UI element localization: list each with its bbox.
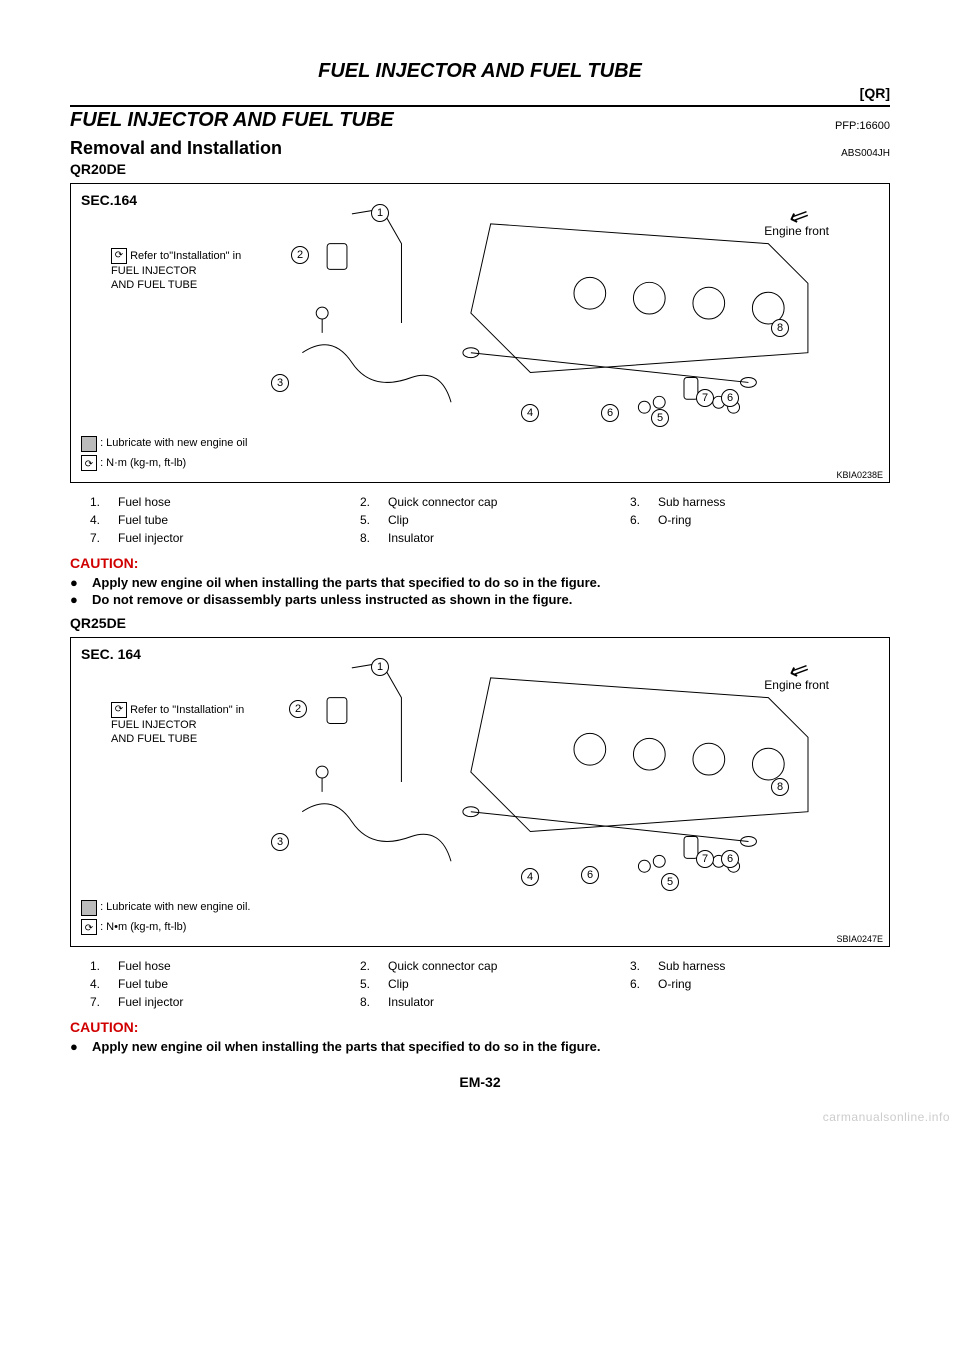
qr-tag: [QR]	[70, 85, 890, 101]
part-label: Insulator	[388, 995, 434, 1009]
callout-6b: 6	[721, 850, 739, 868]
callout-6b: 6	[721, 389, 739, 407]
part-label: Fuel hose	[118, 959, 171, 973]
figure-code-1: KBIA0238E	[836, 470, 883, 480]
list-item: 4.Fuel tube	[90, 513, 330, 527]
list-item: 6.O-ring	[630, 513, 870, 527]
torque-icon: ⟳	[111, 248, 127, 264]
list-item: 7.Fuel injector	[90, 995, 330, 1009]
list-item: 8.Insulator	[360, 531, 600, 545]
list-item: 5.Clip	[360, 977, 600, 991]
pfp-code: PFP:16600	[835, 120, 890, 132]
list-item: 8.Insulator	[360, 995, 600, 1009]
callout-8: 8	[771, 319, 789, 337]
lub-text-1: : Lubricate with new engine oil	[100, 437, 247, 449]
bullet-text: Apply new engine oil when installing the…	[92, 1039, 601, 1054]
callout-5: 5	[651, 409, 669, 427]
list-item: 7.Fuel injector	[90, 531, 330, 545]
callout-5: 5	[661, 873, 679, 891]
divider	[70, 105, 890, 107]
ref-text-2: AND FUEL TUBE	[111, 733, 197, 745]
figure-legend-2: : Lubricate with new engine oil. ⟳ : N•m…	[81, 898, 251, 938]
torque-icon: ⟳	[81, 455, 97, 471]
list-item: 4.Fuel tube	[90, 977, 330, 991]
lubricate-icon	[81, 900, 97, 916]
callout-2: 2	[291, 246, 309, 264]
page-number: EM-32	[70, 1074, 890, 1090]
torque-text-2: : N•m (kg-m, ft-lb)	[100, 921, 186, 933]
part-label: Quick connector cap	[388, 495, 497, 509]
lubricate-icon	[81, 436, 97, 452]
callout-4: 4	[521, 404, 539, 422]
callout-4: 4	[521, 868, 539, 886]
list-item: 3.Sub harness	[630, 495, 870, 509]
list-item: 3.Sub harness	[630, 959, 870, 973]
figure-legend-1: : Lubricate with new engine oil ⟳ : N·m …	[81, 434, 247, 474]
ref-text-prefix: Refer to"Installation" in	[130, 250, 241, 262]
part-label: Fuel hose	[118, 495, 171, 509]
callout-8: 8	[771, 778, 789, 796]
part-label: Insulator	[388, 531, 434, 545]
main-heading: FUEL INJECTOR AND FUEL TUBE	[70, 109, 394, 132]
part-label: Fuel injector	[118, 531, 183, 545]
watermark: carmanualsonline.info	[823, 1110, 950, 1124]
diagram-svg-2	[271, 658, 869, 896]
part-label: Sub harness	[658, 959, 725, 973]
diagram-placeholder-2: 1 2 3 4 5 6 6 7 8	[271, 658, 869, 896]
list-item: 6.O-ring	[630, 977, 870, 991]
caution-bullets-1: ●Apply new engine oil when installing th…	[70, 575, 890, 607]
caution-label-1: CAUTION:	[70, 555, 890, 571]
figure-code-2: SBIA0247E	[836, 934, 883, 944]
sub-code: ABS004JH	[841, 148, 890, 159]
exploded-view-figure-1: SEC.164 ⟳ Refer to"Installation" in FUEL…	[70, 183, 890, 483]
callout-3: 3	[271, 374, 289, 392]
torque-text-1: : N·m (kg-m, ft-lb)	[100, 457, 186, 469]
bullet-text: Apply new engine oil when installing the…	[92, 575, 601, 590]
part-label: Clip	[388, 977, 409, 991]
ref-text-1: FUEL INJECTOR	[111, 719, 197, 731]
list-item: 2.Quick connector cap	[360, 495, 600, 509]
torque-icon: ⟳	[81, 919, 97, 935]
section-title: FUEL INJECTOR AND FUEL TUBE	[70, 60, 890, 83]
part-label: O-ring	[658, 513, 691, 527]
callout-6a: 6	[601, 404, 619, 422]
lub-text-2: : Lubricate with new engine oil.	[100, 901, 250, 913]
callout-2: 2	[289, 700, 307, 718]
callout-7: 7	[696, 389, 714, 407]
engine-code-1: QR20DE	[70, 161, 890, 177]
sub-heading: Removal and Installation	[70, 138, 282, 159]
list-item: 2.Quick connector cap	[360, 959, 600, 973]
exploded-view-figure-2: SEC. 164 ⟳ Refer to "Installation" in FU…	[70, 637, 890, 947]
parts-list-2: 1.Fuel hose 2.Quick connector cap 3.Sub …	[90, 959, 870, 1009]
part-label: Fuel tube	[118, 977, 168, 991]
part-label: Fuel injector	[118, 995, 183, 1009]
ref-text-1: FUEL INJECTOR	[111, 265, 197, 277]
bullet-text: Do not remove or disassembly parts unles…	[92, 592, 572, 607]
engine-code-2: QR25DE	[70, 615, 890, 631]
caution-bullets-2: ●Apply new engine oil when installing th…	[70, 1039, 890, 1054]
diagram-placeholder-1: 1 2 3 4 5 6 6 7 8	[271, 204, 869, 432]
caution-label-2: CAUTION:	[70, 1019, 890, 1035]
list-item: 1.Fuel hose	[90, 959, 330, 973]
list-item: 1.Fuel hose	[90, 495, 330, 509]
torque-icon: ⟳	[111, 702, 127, 718]
parts-list-1: 1.Fuel hose 2.Quick connector cap 3.Sub …	[90, 495, 870, 545]
part-label: Clip	[388, 513, 409, 527]
callout-6a: 6	[581, 866, 599, 884]
callout-1: 1	[371, 658, 389, 676]
part-label: Fuel tube	[118, 513, 168, 527]
callout-1: 1	[371, 204, 389, 222]
ref-text-2: AND FUEL TUBE	[111, 279, 197, 291]
ref-text-prefix: Refer to "Installation" in	[130, 704, 244, 716]
part-label: Quick connector cap	[388, 959, 497, 973]
list-item: 5.Clip	[360, 513, 600, 527]
part-label: Sub harness	[658, 495, 725, 509]
part-label: O-ring	[658, 977, 691, 991]
diagram-svg-1	[271, 204, 869, 432]
callout-3: 3	[271, 833, 289, 851]
callout-7: 7	[696, 850, 714, 868]
